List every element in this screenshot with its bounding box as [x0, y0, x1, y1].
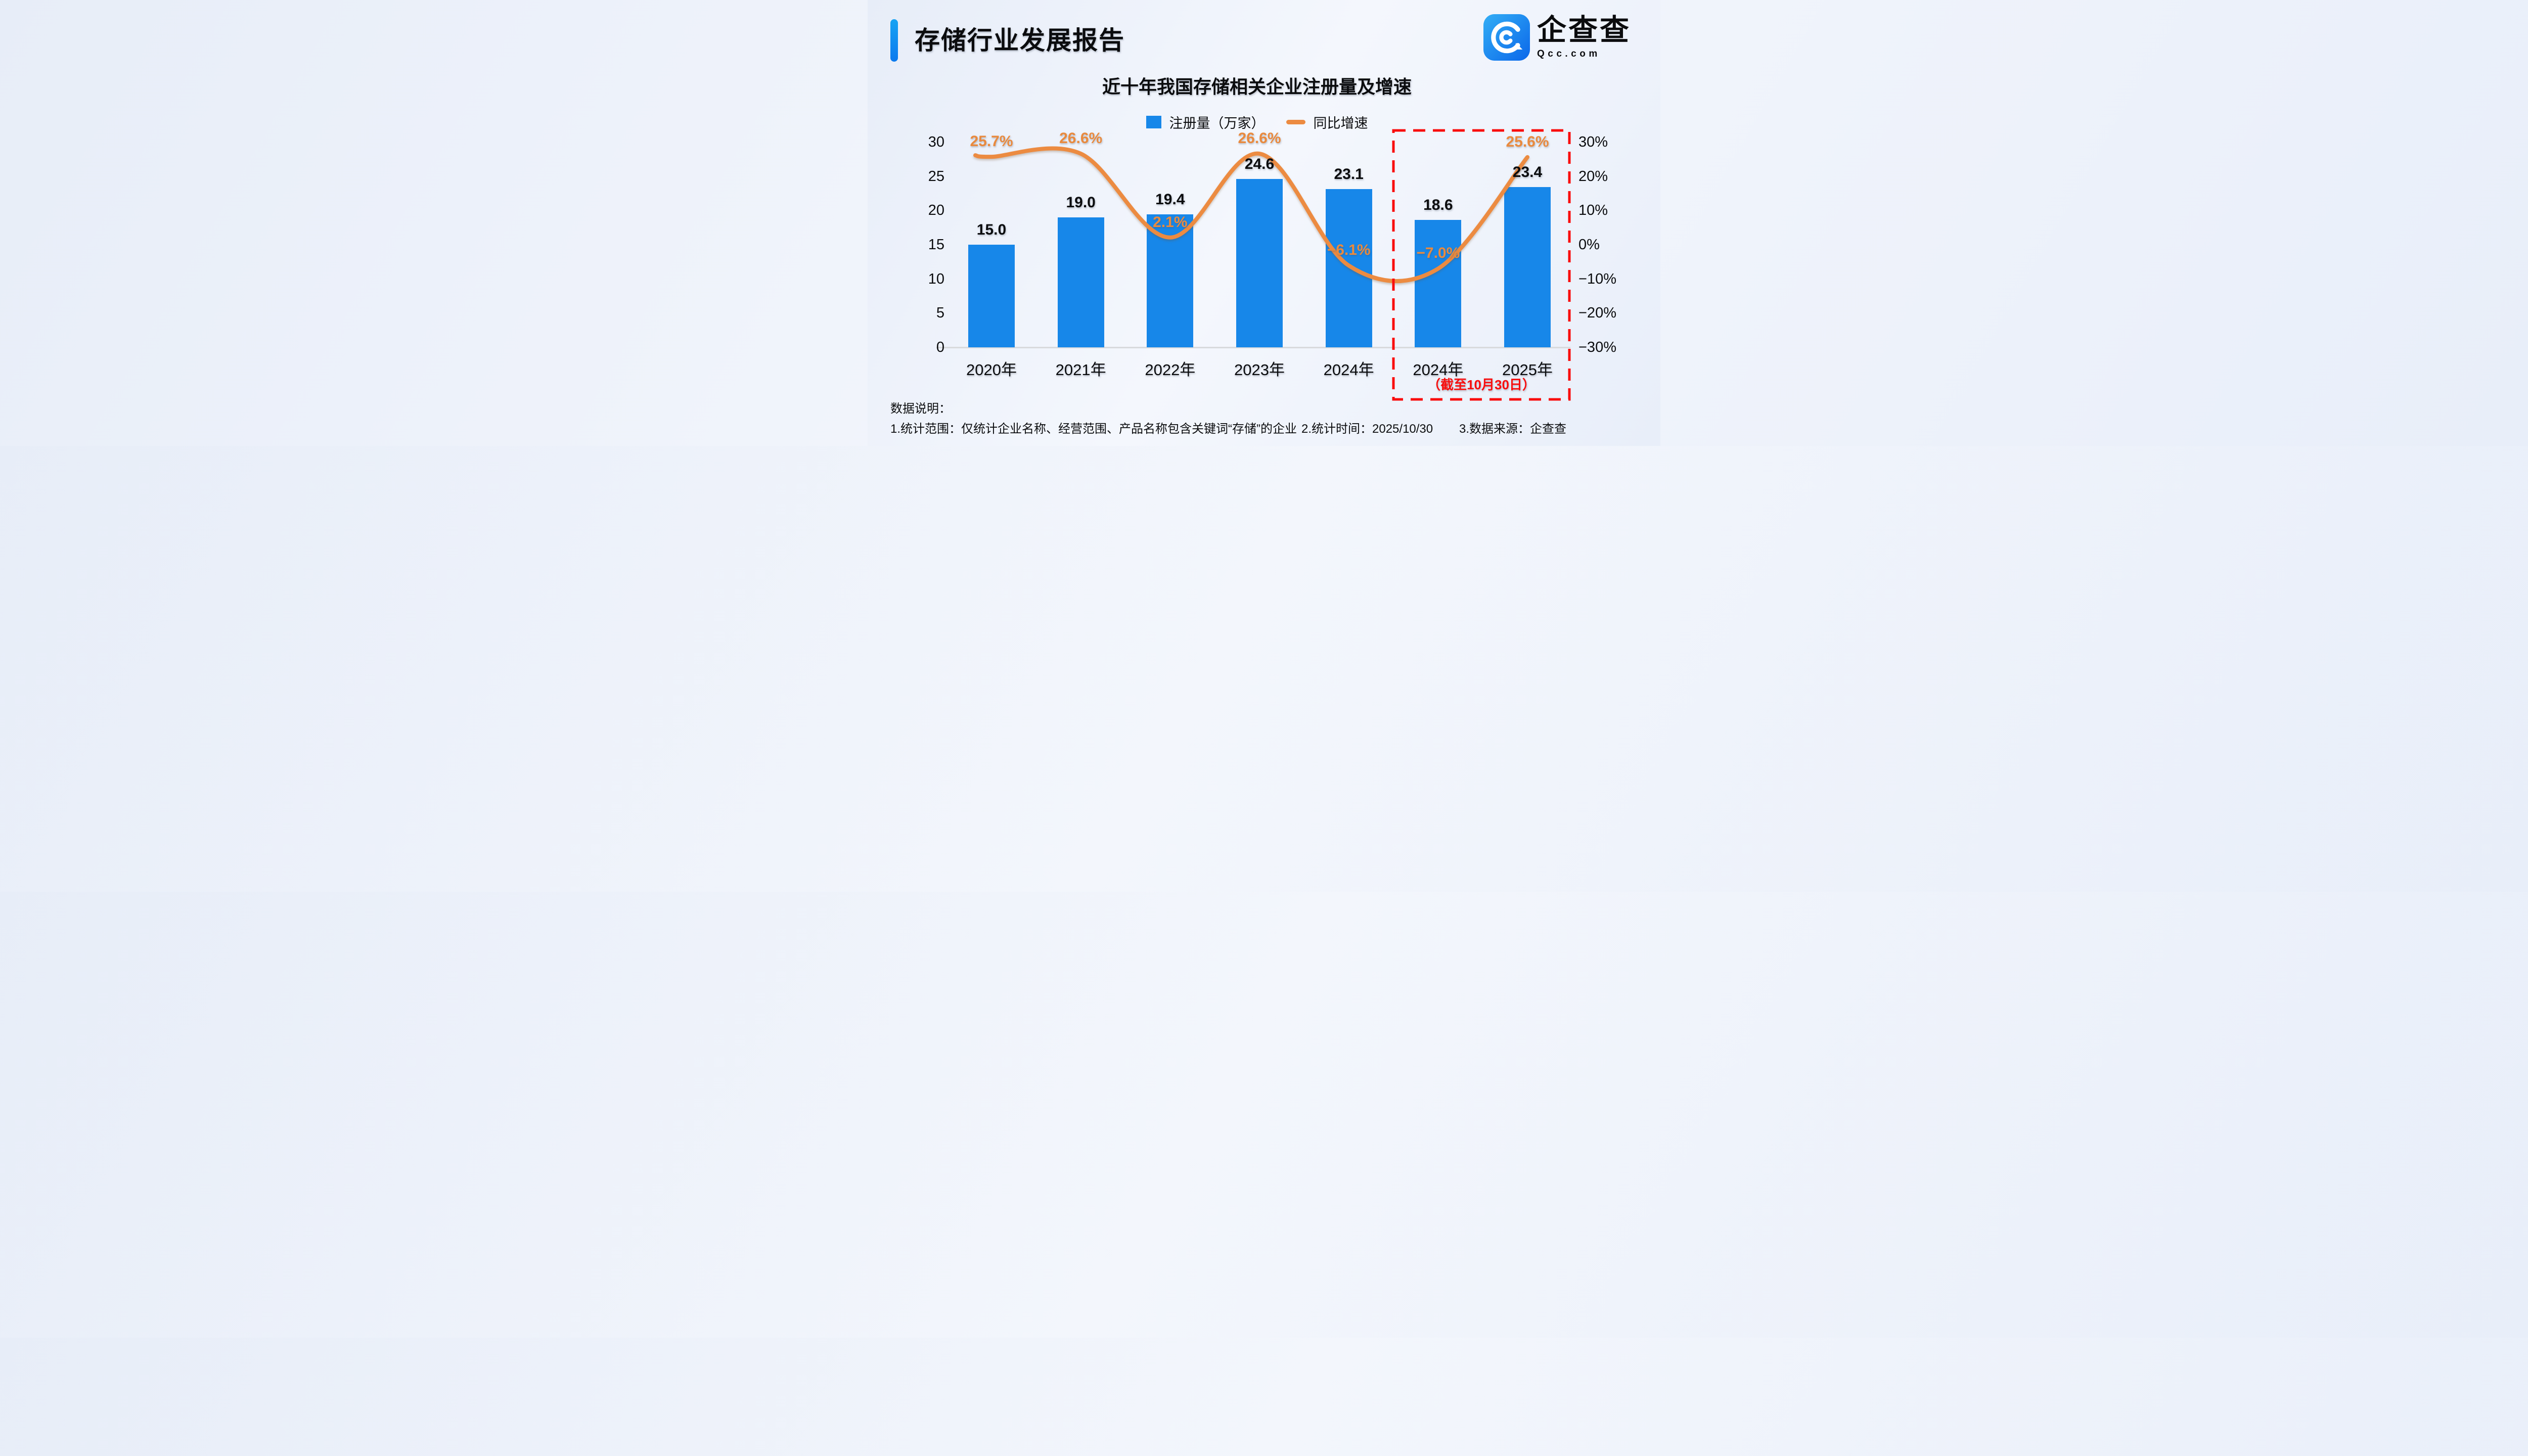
- registration-bar: [1147, 214, 1194, 347]
- page-title: 存储行业发展报告: [915, 26, 1125, 55]
- brand-name: 企查查: [1537, 14, 1631, 47]
- x-axis-label: 2020年: [966, 361, 1017, 379]
- brand-text: 企查查 Qcc.com: [1537, 14, 1631, 60]
- y-axis-tick-left: 15: [928, 237, 944, 253]
- chart-legend: 注册量（万家） 同比增速: [868, 112, 1646, 132]
- footnotes-heading: 数据说明：: [890, 402, 951, 416]
- legend-line-swatch: [1286, 120, 1305, 124]
- growth-value-label: −6.1%: [1327, 242, 1371, 259]
- x-axis-label: 2023年: [1234, 361, 1285, 379]
- plot-area: （截至10月30日） 30 25 20 15 10 5 0 30% 20% 10% 0% −10% −2…: [868, 0, 1660, 446]
- bar-value-label: 24.6: [1244, 156, 1275, 173]
- footnote-scope: 1.统计范围：仅统计企业名称、经营范围、产品名称包含关键词“存储”的企业: [890, 422, 1297, 436]
- bar-value-label: 15.0: [976, 221, 1007, 238]
- growth-value-label: 2.1%: [1153, 213, 1188, 231]
- registration-bar: [1415, 220, 1462, 347]
- legend-line-label: 同比增速: [1313, 116, 1368, 131]
- registration-bar: [1236, 179, 1283, 347]
- y-axis-tick-left: 5: [936, 305, 944, 322]
- y-axis-tick-right: −10%: [1578, 270, 1616, 287]
- x-axis-label: 2024年: [1323, 361, 1374, 379]
- y-axis-tick-left: 30: [928, 134, 944, 150]
- chart-title: 近十年我国存储相关企业注册量及增速: [1102, 76, 1412, 97]
- growth-value-label: 26.6%: [1059, 130, 1103, 147]
- registration-bar: [968, 245, 1015, 347]
- growth-value-label: 25.7%: [970, 133, 1013, 150]
- qcc-logo-icon: [1483, 14, 1530, 61]
- bar-value-label: 23.1: [1334, 166, 1364, 183]
- x-axis-label: 2022年: [1145, 361, 1196, 379]
- brand-domain: Qcc.com: [1537, 49, 1601, 59]
- bar-value-label: 18.6: [1423, 197, 1453, 214]
- growth-value-label: 26.6%: [1238, 130, 1281, 147]
- accent-bar: [890, 19, 898, 62]
- highlight-note: （截至10月30日）: [1427, 377, 1536, 392]
- y-axis-tick-right: −20%: [1578, 305, 1616, 322]
- footnote-time: 2.统计时间：2025/10/30: [1301, 422, 1433, 436]
- y-axis-tick-right: 30%: [1578, 134, 1608, 150]
- legend-bar-swatch: [1146, 116, 1161, 128]
- y-axis-tick-left: 20: [928, 202, 944, 219]
- footnote-source: 3.数据来源：企查查: [1459, 422, 1567, 436]
- registration-bar: [1057, 217, 1104, 347]
- y-axis-tick-left: 0: [936, 339, 944, 355]
- y-axis-tick-right: 0%: [1578, 237, 1600, 253]
- x-axis-label: 2021年: [1055, 361, 1106, 379]
- y-axis-tick-left: 10: [928, 270, 944, 287]
- growth-value-label: −7.0%: [1416, 245, 1460, 262]
- brand-logo: 企查查 Qcc.com: [1483, 14, 1631, 61]
- infographic-canvas: 存储行业发展报告 企查查 Qcc.com 近十年我国存储相关企业注册量及增速 注…: [868, 0, 1660, 446]
- registration-bar: [1325, 189, 1372, 347]
- registration-bar: [1504, 187, 1551, 347]
- y-axis-tick-right: −30%: [1578, 339, 1616, 355]
- x-axis-baseline: [936, 347, 1570, 348]
- y-axis-tick-right: 10%: [1578, 202, 1608, 219]
- bar-value-label: 19.4: [1155, 191, 1185, 208]
- legend-bar-label: 注册量（万家）: [1169, 116, 1265, 131]
- growth-value-label: 25.6%: [1506, 133, 1549, 150]
- bar-value-label: 19.0: [1066, 194, 1096, 211]
- y-axis-tick-right: 20%: [1578, 168, 1608, 185]
- y-axis-tick-left: 25: [928, 168, 944, 185]
- bar-value-label: 23.4: [1512, 164, 1543, 181]
